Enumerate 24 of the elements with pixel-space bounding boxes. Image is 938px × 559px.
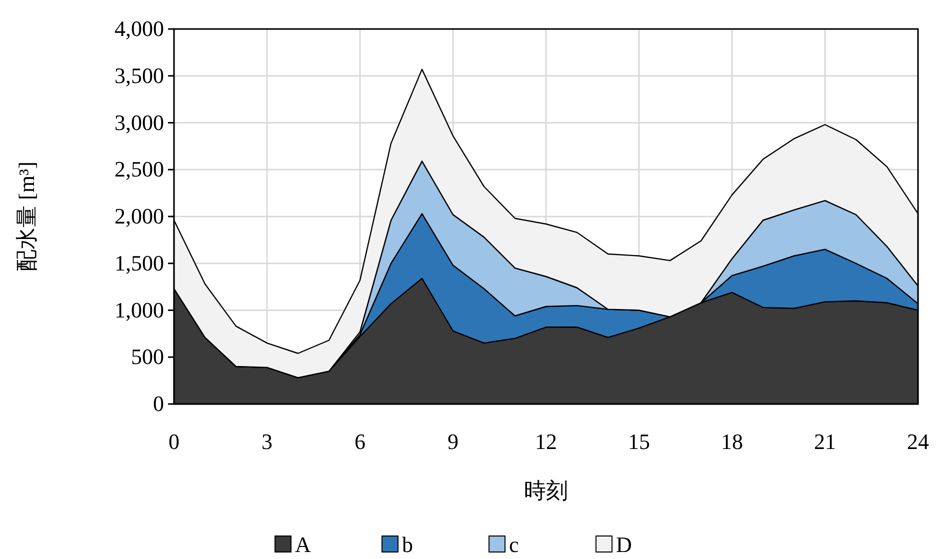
y-tick-label: 2,500: [114, 156, 164, 182]
legend-label: A: [295, 532, 311, 557]
x-tick-label: 18: [721, 429, 743, 454]
x-tick-label: 24: [907, 429, 929, 454]
x-tick-label: 0: [168, 429, 180, 454]
x-tick-label: 15: [628, 429, 650, 454]
y-tick-label: 2,000: [114, 204, 164, 228]
y-tick-label: 3,000: [114, 110, 164, 135]
x-axis-title: 時刻: [524, 478, 568, 503]
y-tick-label: 1,000: [114, 297, 164, 322]
legend-label: D: [616, 532, 632, 557]
x-tick-label: 6: [354, 429, 366, 454]
y-tick-label: 1,500: [114, 250, 164, 276]
x-tick-label: 21: [814, 429, 836, 454]
x-tick-label: 9: [448, 429, 458, 454]
y-tick-label: 3,500: [114, 62, 164, 88]
y-axis-title: 配水量 [m³]: [14, 162, 39, 272]
y-tick-label: 0: [153, 391, 164, 416]
x-tick-label: 3: [262, 429, 272, 454]
y-tick-label: 500: [131, 344, 164, 370]
legend-label: b: [402, 532, 413, 557]
y-tick-label: 4,000: [114, 16, 164, 41]
x-tick-label: 12: [535, 429, 557, 454]
legend-label: c: [509, 532, 519, 557]
